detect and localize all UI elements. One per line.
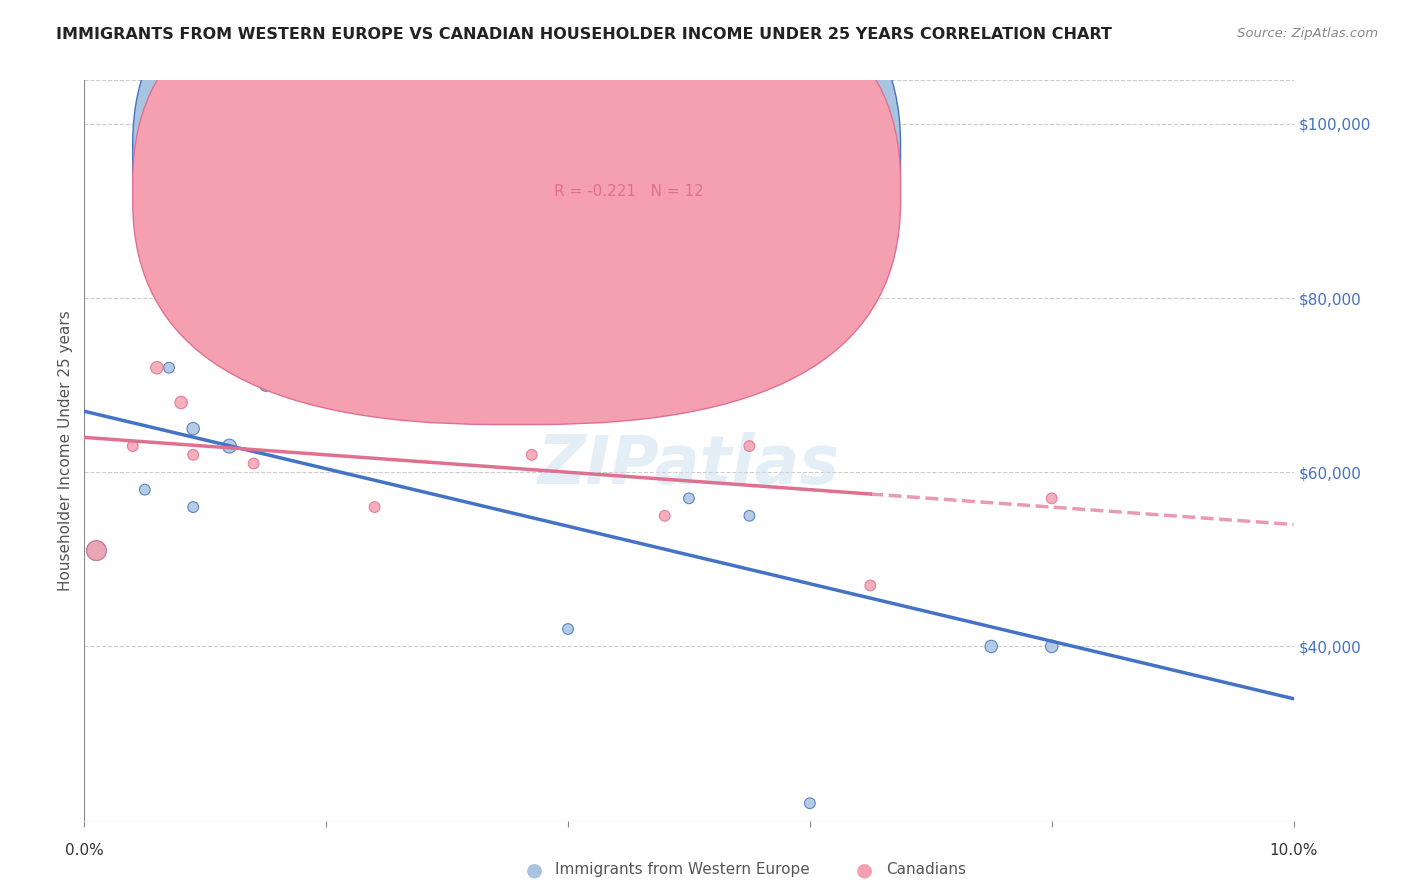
- Point: [181, 448, 204, 462]
- Text: Canadians: Canadians: [886, 863, 966, 877]
- Point: [254, 378, 277, 392]
- Point: [738, 508, 761, 523]
- Point: [520, 448, 543, 462]
- Point: [242, 457, 264, 471]
- Point: [557, 622, 579, 636]
- Point: [170, 395, 193, 409]
- Point: [1040, 640, 1063, 654]
- Text: Source: ZipAtlas.com: Source: ZipAtlas.com: [1237, 27, 1378, 40]
- Point: [146, 360, 169, 375]
- Text: ●: ●: [526, 860, 543, 880]
- Text: ZIPatlas: ZIPatlas: [538, 433, 839, 499]
- Point: [678, 491, 700, 506]
- Point: [363, 500, 385, 514]
- Point: [1040, 491, 1063, 506]
- Point: [799, 796, 821, 810]
- Point: [157, 360, 180, 375]
- Text: ●: ●: [856, 860, 873, 880]
- Point: [86, 543, 108, 558]
- Text: 0.0%: 0.0%: [65, 843, 104, 858]
- Point: [520, 221, 543, 235]
- Text: IMMIGRANTS FROM WESTERN EUROPE VS CANADIAN HOUSEHOLDER INCOME UNDER 25 YEARS COR: IMMIGRANTS FROM WESTERN EUROPE VS CANADI…: [56, 27, 1112, 42]
- Point: [859, 578, 882, 592]
- FancyBboxPatch shape: [132, 0, 901, 425]
- Point: [181, 500, 204, 514]
- FancyBboxPatch shape: [471, 125, 810, 235]
- Point: [654, 508, 676, 523]
- Point: [181, 422, 204, 436]
- FancyBboxPatch shape: [132, 0, 901, 387]
- Y-axis label: Householder Income Under 25 years: Householder Income Under 25 years: [58, 310, 73, 591]
- Text: R = -0.221   N = 12: R = -0.221 N = 12: [554, 184, 703, 199]
- Point: [121, 439, 143, 453]
- Point: [980, 640, 1002, 654]
- Point: [218, 439, 240, 453]
- Point: [86, 543, 108, 558]
- Text: 10.0%: 10.0%: [1270, 843, 1317, 858]
- Text: Immigrants from Western Europe: Immigrants from Western Europe: [555, 863, 810, 877]
- Point: [738, 439, 761, 453]
- Point: [134, 483, 156, 497]
- Text: R = -0.472   N = 13: R = -0.472 N = 13: [554, 147, 703, 161]
